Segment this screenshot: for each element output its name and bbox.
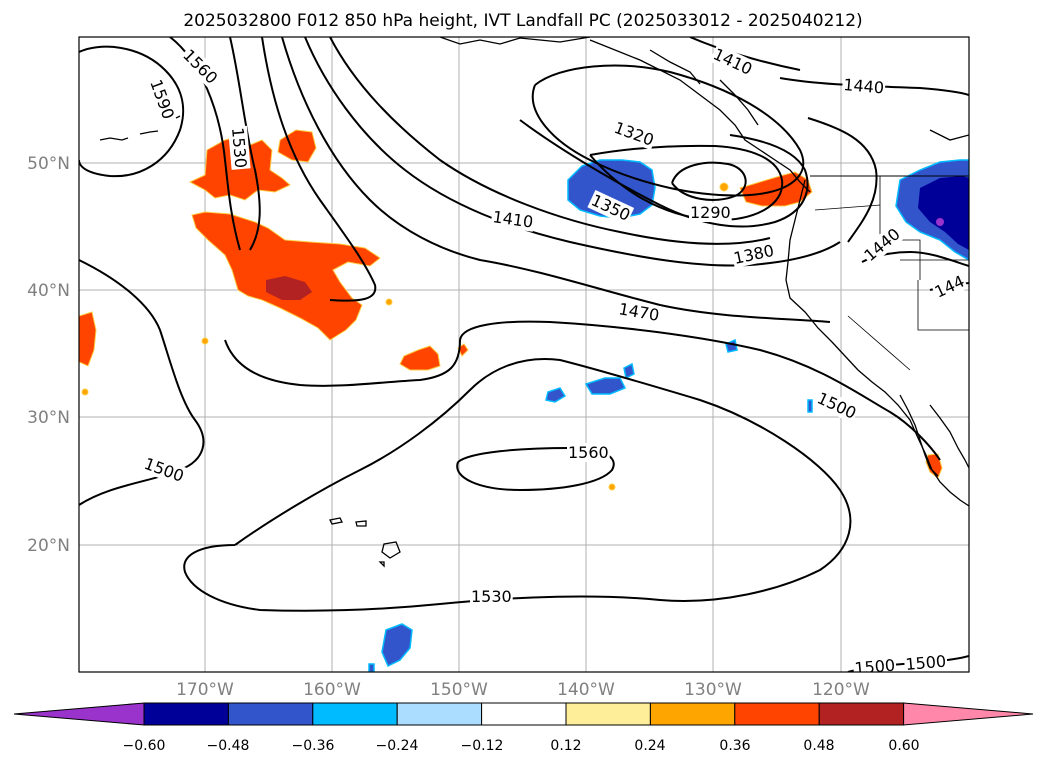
colorbar-ticks: −0.60 −0.48 −0.36 −0.24 −0.12 0.12 0.24 … xyxy=(123,738,920,754)
neg-region-7 xyxy=(807,399,813,413)
contour-label-bg xyxy=(709,43,757,80)
contour-label-bg xyxy=(470,587,513,606)
colorbar-bin xyxy=(227,702,314,726)
contour-1440-ne xyxy=(779,77,969,96)
colorbar-tick-label: 0.36 xyxy=(719,738,750,754)
coastlines xyxy=(99,37,969,568)
figure-title: 2025032800 F012 850 hPa height, IVT Land… xyxy=(183,11,862,31)
contour-label-bg xyxy=(813,387,861,424)
lon-tick-label: 140°W xyxy=(557,680,615,700)
contour-label: 1530 xyxy=(471,587,512,606)
colorbar-under xyxy=(13,702,145,726)
contour-label: 1440 xyxy=(843,75,885,97)
contour-1350-ring xyxy=(589,144,784,222)
lon-tick-label: 120°W xyxy=(812,680,870,700)
contour-label-bg xyxy=(140,453,188,487)
lat-tick-label: 30°N xyxy=(27,408,70,428)
contour-1500-ring xyxy=(224,320,941,461)
colorbar-bin xyxy=(481,702,567,726)
contour-label: 1530 xyxy=(228,127,250,169)
contour-label-bg xyxy=(490,207,536,232)
contour-label-bg xyxy=(616,299,662,326)
colorbar-tick-label: −0.24 xyxy=(376,738,419,754)
neg-region-5 xyxy=(623,362,635,380)
contour-1410-nw xyxy=(329,37,771,245)
contour-label-bg xyxy=(841,74,886,98)
neg-region-2-dark xyxy=(918,176,969,250)
contour-1530-ring xyxy=(183,358,852,612)
lon-tick-label: 170°W xyxy=(176,680,234,700)
lat-tick-labels: 50°N 40°N 30°N 20°N xyxy=(27,154,70,556)
colorbar-bin xyxy=(565,702,651,726)
contour-label-bg xyxy=(730,240,777,269)
contour-labels: 1560 1590 1530 1410 1440 1320 1350 1290 … xyxy=(140,43,969,678)
contour-1320-ring xyxy=(531,64,805,197)
colorbar-tick-label: 0.60 xyxy=(888,738,919,754)
contour-1530-west xyxy=(229,37,261,251)
contour-label: 1290 xyxy=(690,203,731,222)
contour-label: 1500 xyxy=(905,652,947,674)
pos-region-dark xyxy=(266,276,312,300)
contour-1560-ring xyxy=(456,446,615,492)
contour-label: 1560 xyxy=(568,443,609,462)
colorbar-bin xyxy=(818,702,905,726)
contour-label-bg xyxy=(859,223,905,266)
contour-1440-east xyxy=(807,117,878,243)
pos-region-5 xyxy=(399,345,441,371)
height-contours xyxy=(79,37,969,672)
neg-region-8 xyxy=(381,623,413,668)
colorbar-bin xyxy=(312,702,398,726)
lon-tick-label: 150°W xyxy=(430,680,488,700)
lat-tick-label: 20°N xyxy=(27,536,70,556)
neg-region-4 xyxy=(545,387,567,403)
colorbar-bin xyxy=(649,702,736,726)
contour-1500-nw xyxy=(261,37,377,302)
contour-1470-nw xyxy=(281,37,831,323)
contour-label-bg xyxy=(610,117,658,151)
lon-tick-labels: 170°W 160°W 150°W 140°W 130°W 120°W xyxy=(176,680,870,700)
colorbar-tick-label: −0.36 xyxy=(292,738,335,754)
contour-1440-nw xyxy=(304,37,841,267)
colorbar-bin xyxy=(734,702,820,726)
map-panel: 1560 1590 1530 1410 1440 1320 1350 1290 … xyxy=(79,37,969,678)
lon-tick-label: 160°W xyxy=(303,680,361,700)
contour-1290-ring xyxy=(671,161,747,201)
contour-1380-ring xyxy=(519,119,809,228)
contour-label-bg xyxy=(227,125,251,170)
colorbar-tick-label: 0.12 xyxy=(550,738,581,754)
colorbar-bin xyxy=(143,702,229,726)
contour-label-bg xyxy=(852,655,897,672)
contour-label: 1500 xyxy=(854,656,896,678)
colorbar xyxy=(13,702,1034,726)
colorbar-over xyxy=(903,702,1034,726)
colorbar-tick-label: −0.12 xyxy=(461,738,504,754)
colorbar-tick-label: 0.48 xyxy=(803,738,834,754)
lat-tick-label: 40°N xyxy=(27,281,70,301)
contour-label-bg xyxy=(587,189,635,226)
contour-label-bg xyxy=(178,44,223,89)
contour-label-bg xyxy=(930,271,969,303)
contour-label-bg xyxy=(145,75,179,123)
contour-1590 xyxy=(79,45,185,178)
contour-label-bg xyxy=(689,203,732,222)
colorbar-tick-label: 0.24 xyxy=(634,738,665,754)
colorbar-tick-label: −0.60 xyxy=(123,738,166,754)
neg-region-3 xyxy=(584,377,627,395)
contour-label-bg xyxy=(903,651,948,672)
lat-tick-label: 50°N xyxy=(27,154,70,174)
lon-tick-label: 130°W xyxy=(684,680,742,700)
map-frame xyxy=(78,36,970,673)
colorbar-tick-label: −0.48 xyxy=(207,738,250,754)
colorbar-bin xyxy=(396,702,483,726)
pos-region-4 xyxy=(79,311,97,367)
contour-label-bg xyxy=(567,443,610,462)
contour-1500-w xyxy=(79,259,205,506)
